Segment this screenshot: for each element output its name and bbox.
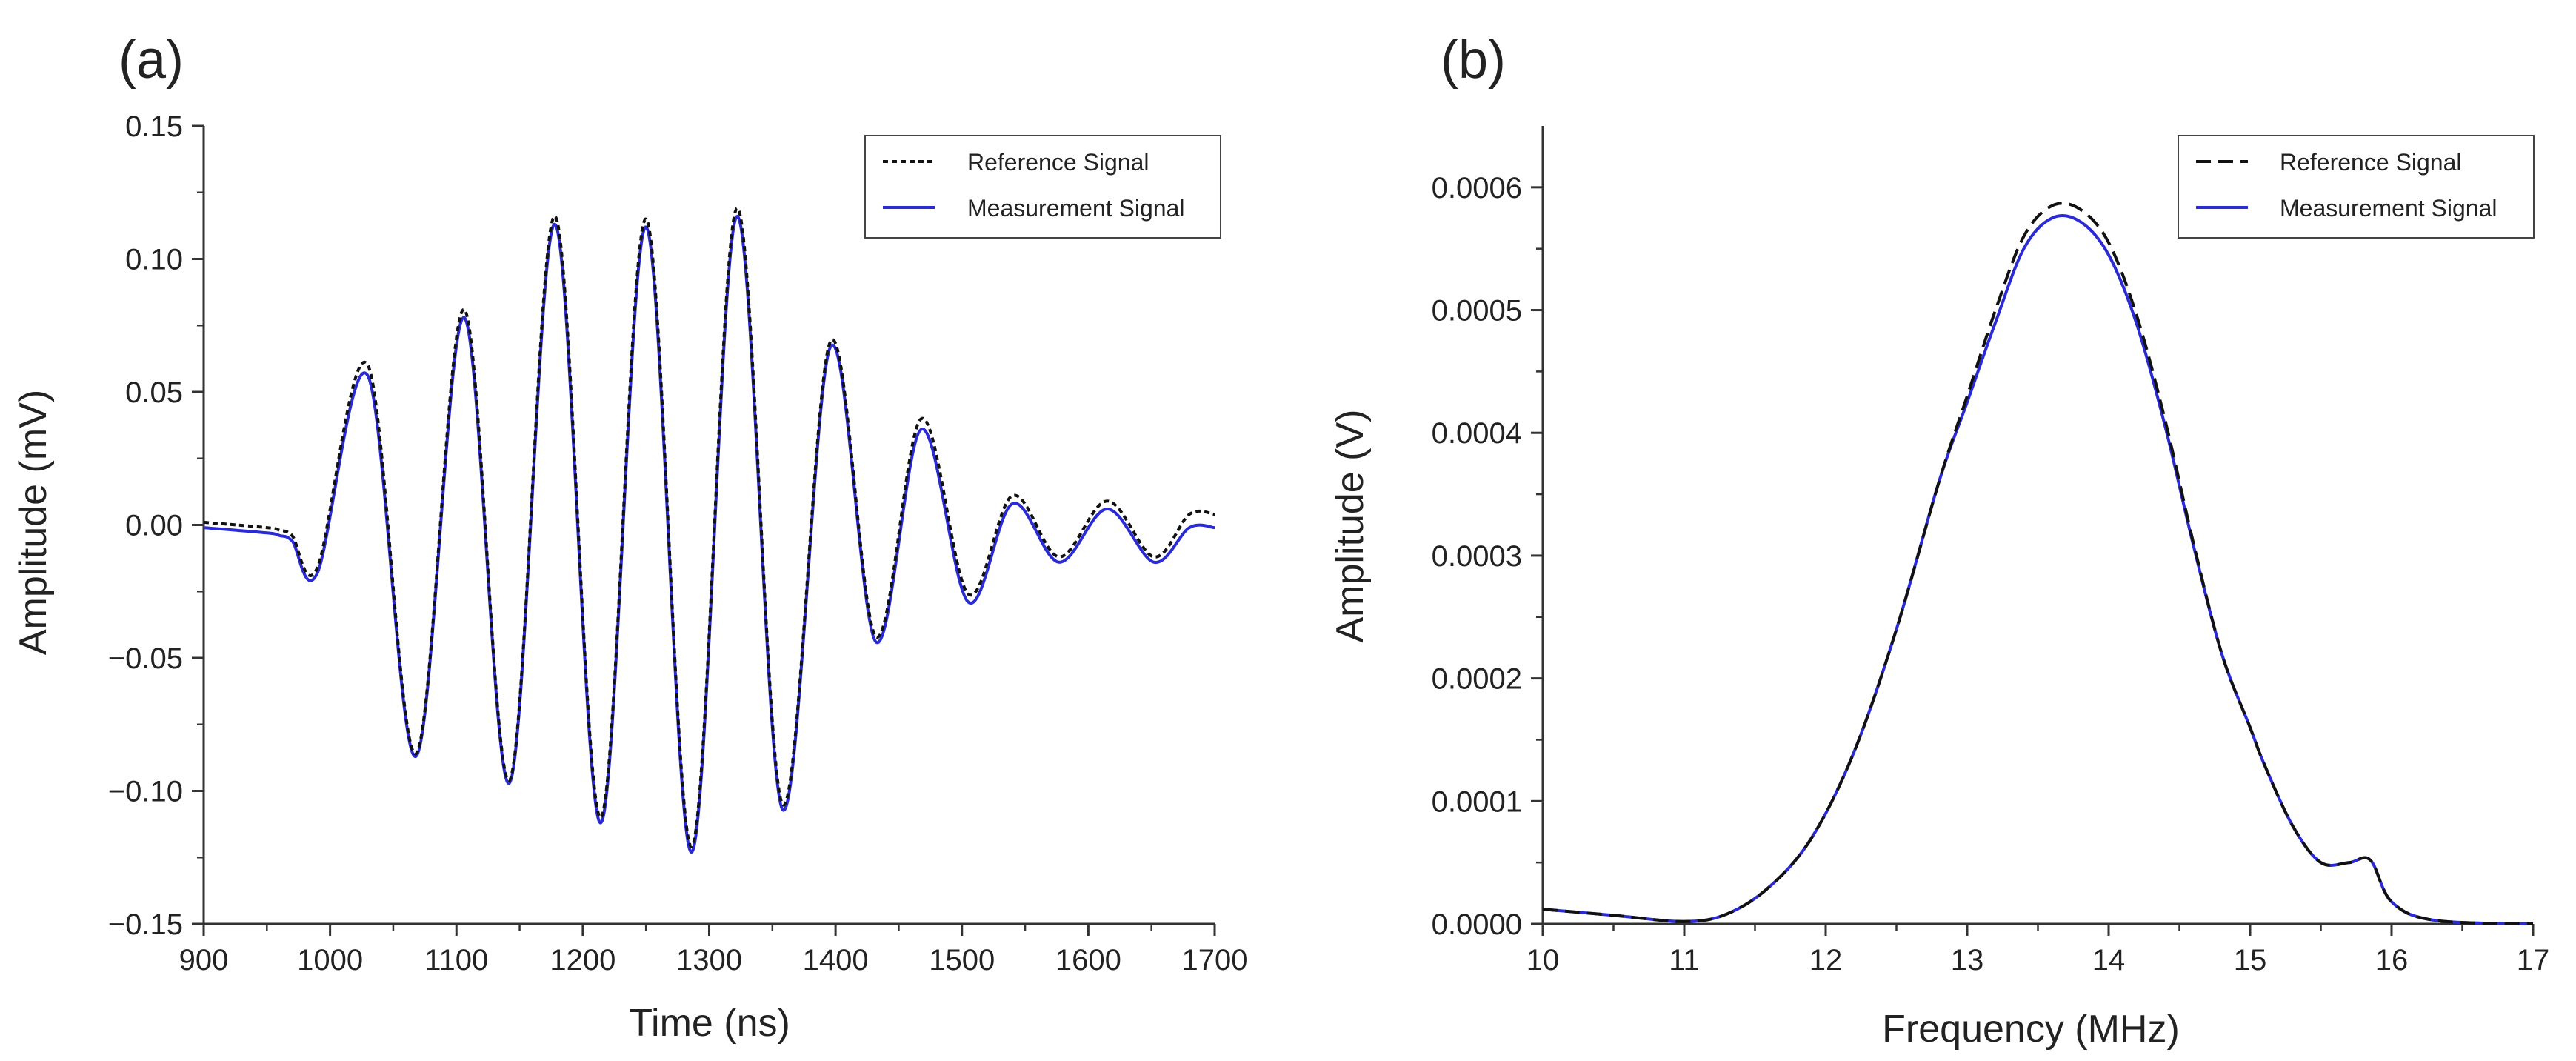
- legend-label-reference-a: Reference Signal: [967, 149, 1149, 176]
- chart-panel-a: (a) Time (ns) Amplitude (mV) 900 1000 1100…: [12, 30, 1247, 1045]
- series-line-reference-signal-b: [1542, 202, 2534, 925]
- axes-b: 10 11 12 13 14 15 16 17 0.0000 0.0001 0.0002 0.0003…: [1432, 126, 2550, 977]
- x-tick-label-b: 15: [2234, 944, 2267, 977]
- chart-panel-b: (b) Frequency (MHz) Amplitude (V) 10 11 12…: [1329, 30, 2549, 1051]
- x-tick-label-a: 1100: [424, 944, 488, 977]
- x-tick-label-a: 1500: [929, 944, 995, 977]
- x-tick-label-b: 17: [2517, 944, 2550, 977]
- y-tick-label-b: 0.0004: [1432, 417, 1522, 450]
- y-tick-label-a: −0.15: [108, 908, 183, 941]
- series-lines-a: [203, 207, 1215, 854]
- y-tick-label-b: 0.0000: [1432, 908, 1522, 941]
- x-tick-label-a: 1400: [803, 944, 869, 977]
- x-tick-label-a: 1200: [550, 944, 615, 977]
- x-tick-label-b: 11: [1669, 944, 1700, 977]
- series-lines-b: [1542, 202, 2534, 925]
- x-tick-label-b: 16: [2375, 944, 2409, 977]
- x-tick-label-a: 900: [179, 944, 229, 977]
- y-tick-label-a: 0.05: [125, 376, 183, 409]
- legend-label-reference-b: Reference Signal: [2280, 149, 2461, 176]
- panel-label-a: (a): [119, 30, 184, 90]
- x-tick-label-b: 12: [1809, 944, 1843, 977]
- y-axis-label-a: Amplitude (mV): [12, 390, 55, 655]
- y-axis-label-b: Amplitude (V): [1329, 410, 1372, 643]
- x-tick-label-b: 10: [1526, 944, 1560, 977]
- panel-label-b: (b): [1441, 30, 1506, 90]
- x-tick-label-a: 1700: [1182, 944, 1248, 977]
- series-line-reference-signal-a: [203, 207, 1215, 848]
- legend-box-b: [2178, 135, 2535, 239]
- legend-label-measurement-a: Measurement Signal: [967, 195, 1184, 222]
- x-tick-label-a: 1000: [297, 944, 363, 977]
- y-tick-label-a: 0.00: [125, 510, 183, 542]
- x-tick-label-a: 1300: [676, 944, 742, 977]
- y-tick-label-a: −0.10: [108, 776, 183, 808]
- legend-label-measurement-b: Measurement Signal: [2280, 195, 2497, 222]
- y-tick-label-a: 0.15: [125, 110, 183, 143]
- x-tick-label-b: 14: [2092, 944, 2126, 977]
- legend-box-a: [864, 135, 1221, 239]
- y-tick-label-b: 0.0002: [1432, 663, 1522, 696]
- x-axis-label-a: Time (ns): [629, 1002, 790, 1045]
- y-tick-label-b: 0.0006: [1432, 172, 1522, 204]
- x-tick-label-b: 13: [1951, 944, 1984, 977]
- x-tick-label-a: 1600: [1055, 944, 1121, 977]
- y-tick-label-a: 0.10: [125, 244, 183, 276]
- axes-a: 900 1000 1100 1200 1300 1400 1500 1600 1700 −0.15…: [108, 110, 1248, 977]
- y-tick-label-b: 0.0001: [1432, 785, 1522, 818]
- y-tick-label-a: −0.05: [108, 642, 183, 675]
- legend-a: Reference Signal Measurement Signal: [864, 135, 1221, 239]
- y-tick-label-b: 0.0003: [1432, 540, 1522, 573]
- legend-b: Reference Signal Measurement Signal: [2178, 135, 2535, 239]
- y-tick-label-b: 0.0005: [1432, 295, 1522, 327]
- x-axis-label-b: Frequency (MHz): [1882, 1008, 2180, 1051]
